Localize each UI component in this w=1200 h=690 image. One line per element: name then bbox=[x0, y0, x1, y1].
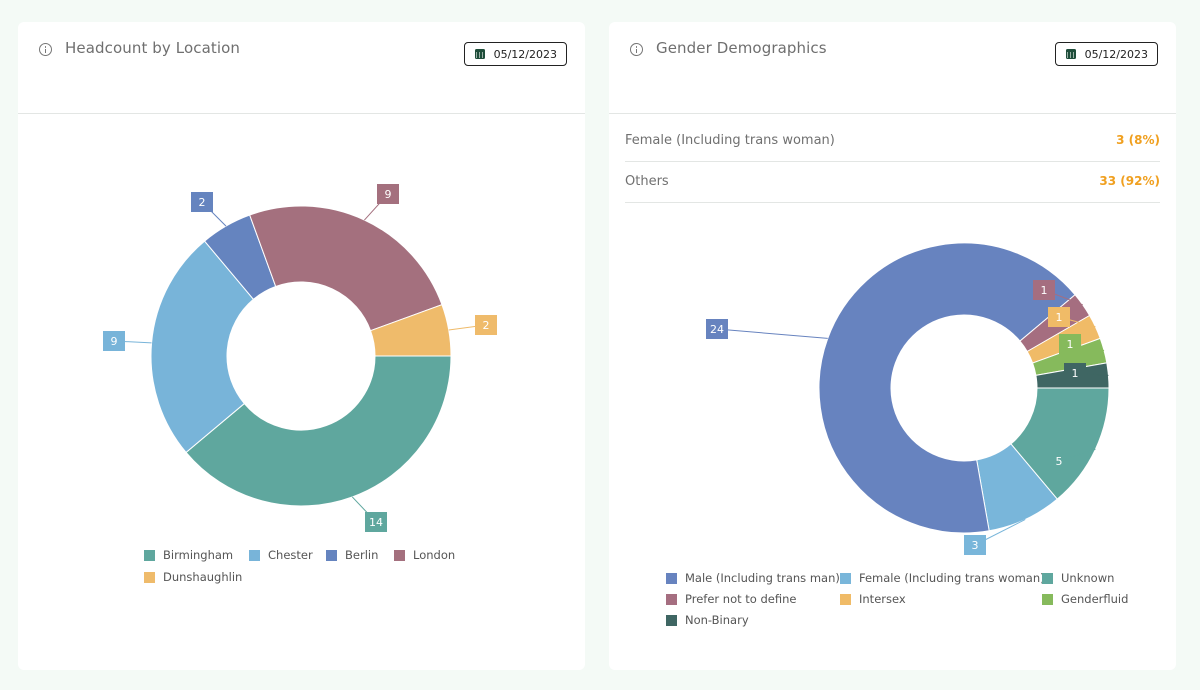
data-label: 24 bbox=[710, 323, 724, 336]
donut-slice-chester[interactable] bbox=[150, 240, 255, 454]
legend-swatch bbox=[144, 549, 155, 561]
legend-item-intersex[interactable]: Intersex bbox=[840, 592, 906, 606]
stat-row-others: Others 33 (92%) bbox=[625, 162, 1160, 203]
legend-item-london[interactable]: London bbox=[394, 548, 455, 562]
data-label: 1 bbox=[1072, 367, 1079, 380]
legend-swatch bbox=[326, 549, 337, 561]
legend-swatch bbox=[394, 549, 405, 561]
data-label: 1 bbox=[1067, 338, 1074, 351]
data-label-box bbox=[1048, 307, 1070, 327]
legend-label: Berlin bbox=[345, 548, 379, 562]
gender-demographics-card: Gender Demographics 05/12/2023 Female (I… bbox=[609, 22, 1176, 670]
card-title: Gender Demographics bbox=[656, 39, 827, 57]
legend-label: Prefer not to define bbox=[685, 592, 797, 606]
info-icon[interactable] bbox=[630, 43, 643, 56]
stat-row-female: Female (Including trans woman) 3 (8%) bbox=[625, 121, 1160, 162]
data-label-box bbox=[103, 331, 125, 351]
data-label-box bbox=[964, 535, 986, 555]
legend-item-unknown[interactable]: Unknown bbox=[1042, 571, 1114, 585]
data-label-box bbox=[706, 319, 728, 339]
legend-swatch bbox=[249, 549, 260, 561]
legend-item-non-binary[interactable]: Non-Binary bbox=[666, 613, 749, 627]
donut-slice-male-including-trans-man[interactable] bbox=[818, 242, 1076, 534]
legend-label: Chester bbox=[268, 548, 313, 562]
legend-item-berlin[interactable]: Berlin bbox=[326, 548, 378, 562]
data-label-box bbox=[1059, 334, 1081, 354]
legend-item-dunshaughlin[interactable]: Dunshaughlin bbox=[144, 570, 242, 584]
legend-label: Male (Including trans man) bbox=[685, 571, 840, 585]
data-label: 9 bbox=[111, 335, 118, 348]
data-label-box bbox=[1064, 363, 1086, 383]
leader-line bbox=[716, 328, 828, 339]
data-label-box bbox=[191, 192, 213, 212]
legend-swatch bbox=[840, 593, 851, 605]
data-label-box bbox=[365, 512, 387, 532]
legend-swatch bbox=[666, 572, 677, 584]
legend-label: Birmingham bbox=[163, 548, 234, 562]
legend-label: Genderfluid bbox=[1061, 592, 1129, 606]
card-title: Headcount by Location bbox=[65, 39, 241, 57]
card-header: Gender Demographics 05/12/2023 bbox=[609, 22, 1176, 114]
data-label: 2 bbox=[483, 319, 490, 332]
calendar-icon bbox=[1065, 49, 1076, 59]
legend-item-chester[interactable]: Chester bbox=[249, 548, 313, 562]
donut-slice-london[interactable] bbox=[249, 205, 443, 332]
info-icon[interactable] bbox=[39, 43, 52, 56]
legend-swatch bbox=[144, 571, 155, 583]
donut-slice-dunshaughlin[interactable] bbox=[369, 304, 452, 357]
date-text: 05/12/2023 bbox=[493, 47, 557, 61]
legend-swatch bbox=[1042, 572, 1053, 584]
stat-label: Female (Including trans woman) bbox=[625, 133, 835, 148]
donut-slice-birmingham[interactable] bbox=[185, 355, 452, 507]
data-label-box bbox=[1033, 280, 1055, 300]
headcount-by-location-card: Headcount by Location 05/12/2023 14 9 2 9 2 … bbox=[18, 22, 585, 670]
date-picker-button[interactable]: 05/12/2023 bbox=[1054, 42, 1158, 66]
date-picker-button[interactable]: 05/12/2023 bbox=[463, 42, 567, 66]
data-label: 1 bbox=[1056, 311, 1063, 324]
legend-swatch bbox=[840, 572, 851, 584]
legend-item-prefer-not-to-define[interactable]: Prefer not to define bbox=[666, 592, 796, 606]
stat-value: 33 (92%) bbox=[1099, 174, 1160, 188]
data-label: 1 bbox=[1041, 284, 1048, 297]
legend-label: Dunshaughlin bbox=[163, 570, 243, 584]
data-label: 5 bbox=[1056, 455, 1063, 468]
data-label-box bbox=[475, 315, 497, 335]
date-text: 05/12/2023 bbox=[1084, 47, 1148, 61]
legend-swatch bbox=[1042, 593, 1053, 605]
card-header: Headcount by Location 05/12/2023 bbox=[18, 22, 585, 114]
data-label-box bbox=[1048, 451, 1070, 471]
legend-item-genderfluid[interactable]: Genderfluid bbox=[1042, 592, 1128, 606]
legend-swatch bbox=[666, 614, 677, 626]
calendar-icon bbox=[474, 49, 485, 59]
gender-donut-chart: 5 3 24 1 1 1 1 bbox=[706, 242, 1110, 555]
legend-label: Intersex bbox=[859, 592, 906, 606]
legend-item-female-including-trans-woman[interactable]: Female (Including trans woman) bbox=[840, 571, 1045, 585]
location-donut-chart: 14 9 2 9 2 bbox=[103, 184, 497, 532]
stat-label: Others bbox=[625, 174, 669, 189]
legend-label: Female (Including trans woman) bbox=[859, 571, 1045, 585]
legend-label: Non-Binary bbox=[685, 613, 749, 627]
data-label-box bbox=[377, 184, 399, 204]
data-label: 14 bbox=[369, 516, 383, 529]
data-label: 3 bbox=[972, 539, 979, 552]
legend-label: London bbox=[413, 548, 456, 562]
legend-item-birmingham[interactable]: Birmingham bbox=[144, 548, 233, 562]
legend-swatch bbox=[666, 593, 677, 605]
stat-value: 3 (8%) bbox=[1116, 133, 1160, 147]
legend-label: Unknown bbox=[1061, 571, 1115, 585]
data-label: 9 bbox=[385, 188, 392, 201]
legend-item-male-including-trans-man[interactable]: Male (Including trans man) bbox=[666, 571, 840, 585]
data-label: 2 bbox=[199, 196, 206, 209]
